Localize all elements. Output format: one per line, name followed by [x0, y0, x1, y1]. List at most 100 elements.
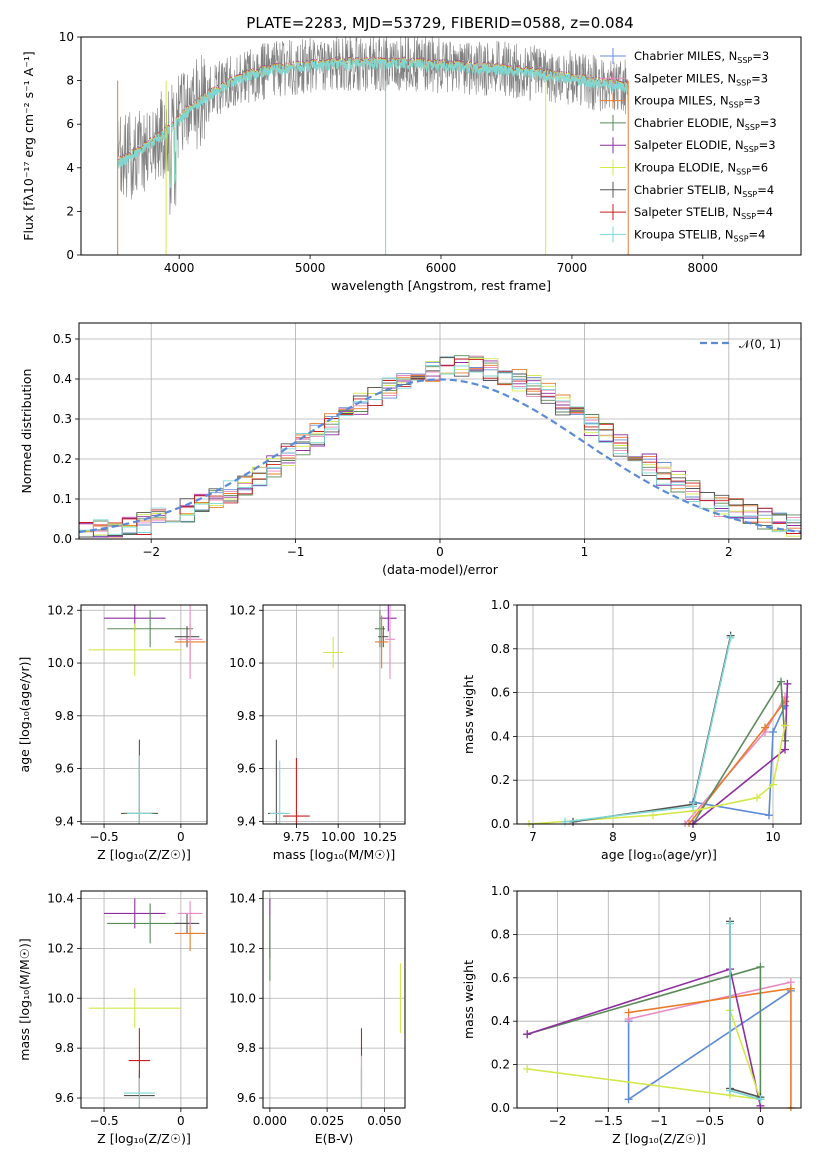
x-tick-label: −1 [650, 1114, 668, 1128]
legend-entry-tail: =3 [751, 71, 768, 85]
y-tick-label: 10.2 [47, 941, 74, 955]
errorbar-points [269, 898, 401, 1108]
y-tick-label: 9.4 [55, 814, 74, 828]
y-tick-label: 0.8 [491, 642, 510, 656]
legend-entry-name: Salpeter ELODIE, N [634, 138, 744, 152]
legend-entry-tail: =3 [760, 116, 777, 130]
series-line [624, 984, 795, 1111]
legend-entry-sub: SSP [744, 145, 759, 154]
x-axis-label: mass [log₁₀(M/M☉)] [273, 847, 395, 862]
x-axis-label: Z [log₁₀(Z/Z☉)] [612, 1131, 706, 1146]
legend-entry-tail: =3 [759, 138, 776, 152]
y-tick-label: 9.4 [237, 814, 256, 828]
y-tick-label: 0.0 [491, 1101, 510, 1115]
y-tick-label: 0.4 [491, 729, 510, 743]
errorbar-points [268, 605, 397, 824]
series-path [528, 725, 786, 825]
y-tick-label: 9.6 [55, 1091, 74, 1105]
x-tick-label: 0.050 [367, 1114, 401, 1128]
y-tick-label: 10.0 [229, 656, 256, 670]
y-tick-label: 0.0 [491, 817, 510, 831]
y-tick-label: 10 [59, 30, 74, 44]
y-tick-label: 4 [66, 161, 74, 175]
legend-entry-sub: SSP [737, 56, 752, 65]
x-axis-label: Z [log₁₀(Z/Z☉)] [97, 1131, 191, 1146]
axes-residuals [75, 323, 801, 543]
data-point [379, 605, 397, 632]
legend-entry: Kroupa MILES, NSSP=3 [634, 94, 760, 110]
series-line [726, 919, 765, 1104]
mass-weight-axes-frame [516, 604, 802, 825]
legend-entry-name: Kroupa MILES, N [634, 94, 729, 108]
chart-title: PLATE=2283, MJD=53729, FIBERID=0588, z=0… [246, 14, 633, 32]
legend-entry: Kroupa STELIB, NSSP=4 [634, 227, 765, 243]
legend-entry-tail: =4 [749, 227, 766, 241]
data-point [127, 755, 152, 824]
legend-entry: Salpeter ELODIE, NSSP=3 [634, 138, 776, 154]
data-point [269, 760, 290, 824]
axes-mw-z [513, 890, 801, 1112]
y-tick-label: 0.1 [53, 492, 72, 506]
y-tick-label: 9.8 [237, 1041, 256, 1055]
y-tick-label: 0.3 [53, 412, 72, 426]
y-axis-label: age [log₁₀(age/yr)] [17, 657, 32, 773]
legend-entry-tail: =4 [756, 205, 773, 219]
data-point [174, 913, 200, 934]
y-tick-label: 0.2 [53, 452, 72, 466]
x-tick-label: 1 [581, 545, 589, 559]
y-tick-label: 9.6 [55, 762, 74, 776]
legend-entry: Chabrier MILES, NSSP=3 [634, 49, 769, 65]
series-path [564, 637, 732, 823]
errorbar-axes-frame [262, 890, 406, 1109]
x-tick-label: 5000 [295, 261, 326, 275]
y-tick-label: 8 [66, 74, 74, 88]
legend-entry: Kroupa ELODIE, NSSP=6 [634, 161, 768, 177]
data-point [378, 626, 389, 648]
x-axis-label: Z [log₁₀(Z/Z☉)] [97, 847, 191, 862]
x-tick-label: −0.5 [695, 1114, 724, 1128]
y-tick-label: 10.0 [229, 991, 256, 1005]
y-tick-label: 0.2 [491, 1058, 510, 1072]
x-tick-label: −0.5 [89, 1114, 118, 1128]
x-tick-label: −0.5 [89, 830, 118, 844]
x-tick-label: 7 [529, 830, 537, 844]
data-point [384, 605, 395, 679]
y-tick-label: 2 [66, 204, 74, 218]
legend-entry: Chabrier ELODIE, NSSP=3 [634, 116, 777, 132]
y-tick-label: 0.4 [491, 1014, 510, 1028]
y-tick-label: 10.0 [47, 991, 74, 1005]
legend-entry: Chabrier STELIB, NSSP=4 [634, 183, 774, 199]
data-point [177, 605, 203, 679]
legend-entry: 𝒩(0, 1) [739, 337, 781, 351]
errorbar-points [88, 605, 206, 824]
series-line [525, 721, 789, 827]
data-point [323, 636, 344, 669]
series-path [526, 968, 762, 1106]
data-point [177, 900, 203, 926]
series-path [526, 965, 762, 1100]
normal-distribution-line [79, 378, 801, 534]
mass-weight-lines [525, 631, 792, 827]
errorbar-axes-frame [80, 604, 208, 825]
y-tick-label: 10.2 [229, 941, 256, 955]
x-tick-label: 2 [725, 545, 733, 559]
legend-entry-sub: SSP [742, 190, 757, 199]
legend-entry-sub: SSP [736, 78, 751, 87]
legend-entry-tail: =3 [752, 49, 769, 63]
legend-entry-name: Chabrier STELIB, N [634, 183, 742, 197]
y-axis-label: Flux [fλ10⁻¹⁷ erg cm⁻² s⁻¹ A⁻¹] [21, 51, 36, 240]
axes-mass-z [77, 891, 207, 1112]
x-axis-label: E(B-V) [315, 1131, 354, 1146]
legend-entry-sub: SSP [734, 234, 749, 243]
residual-axes-frame [78, 322, 802, 540]
y-tick-label: 10.0 [47, 656, 74, 670]
histogram-series [79, 365, 801, 535]
x-tick-label: 0.000 [253, 1114, 287, 1128]
y-tick-label: 10.2 [47, 603, 74, 617]
y-axis-label: mass [log₁₀(M/M☉)] [17, 938, 32, 1060]
y-tick-label: 0.0 [53, 532, 72, 546]
series-path [729, 923, 761, 1101]
x-axis-label: age [log₁₀(age/yr)] [601, 847, 717, 862]
series-path [729, 921, 761, 1098]
